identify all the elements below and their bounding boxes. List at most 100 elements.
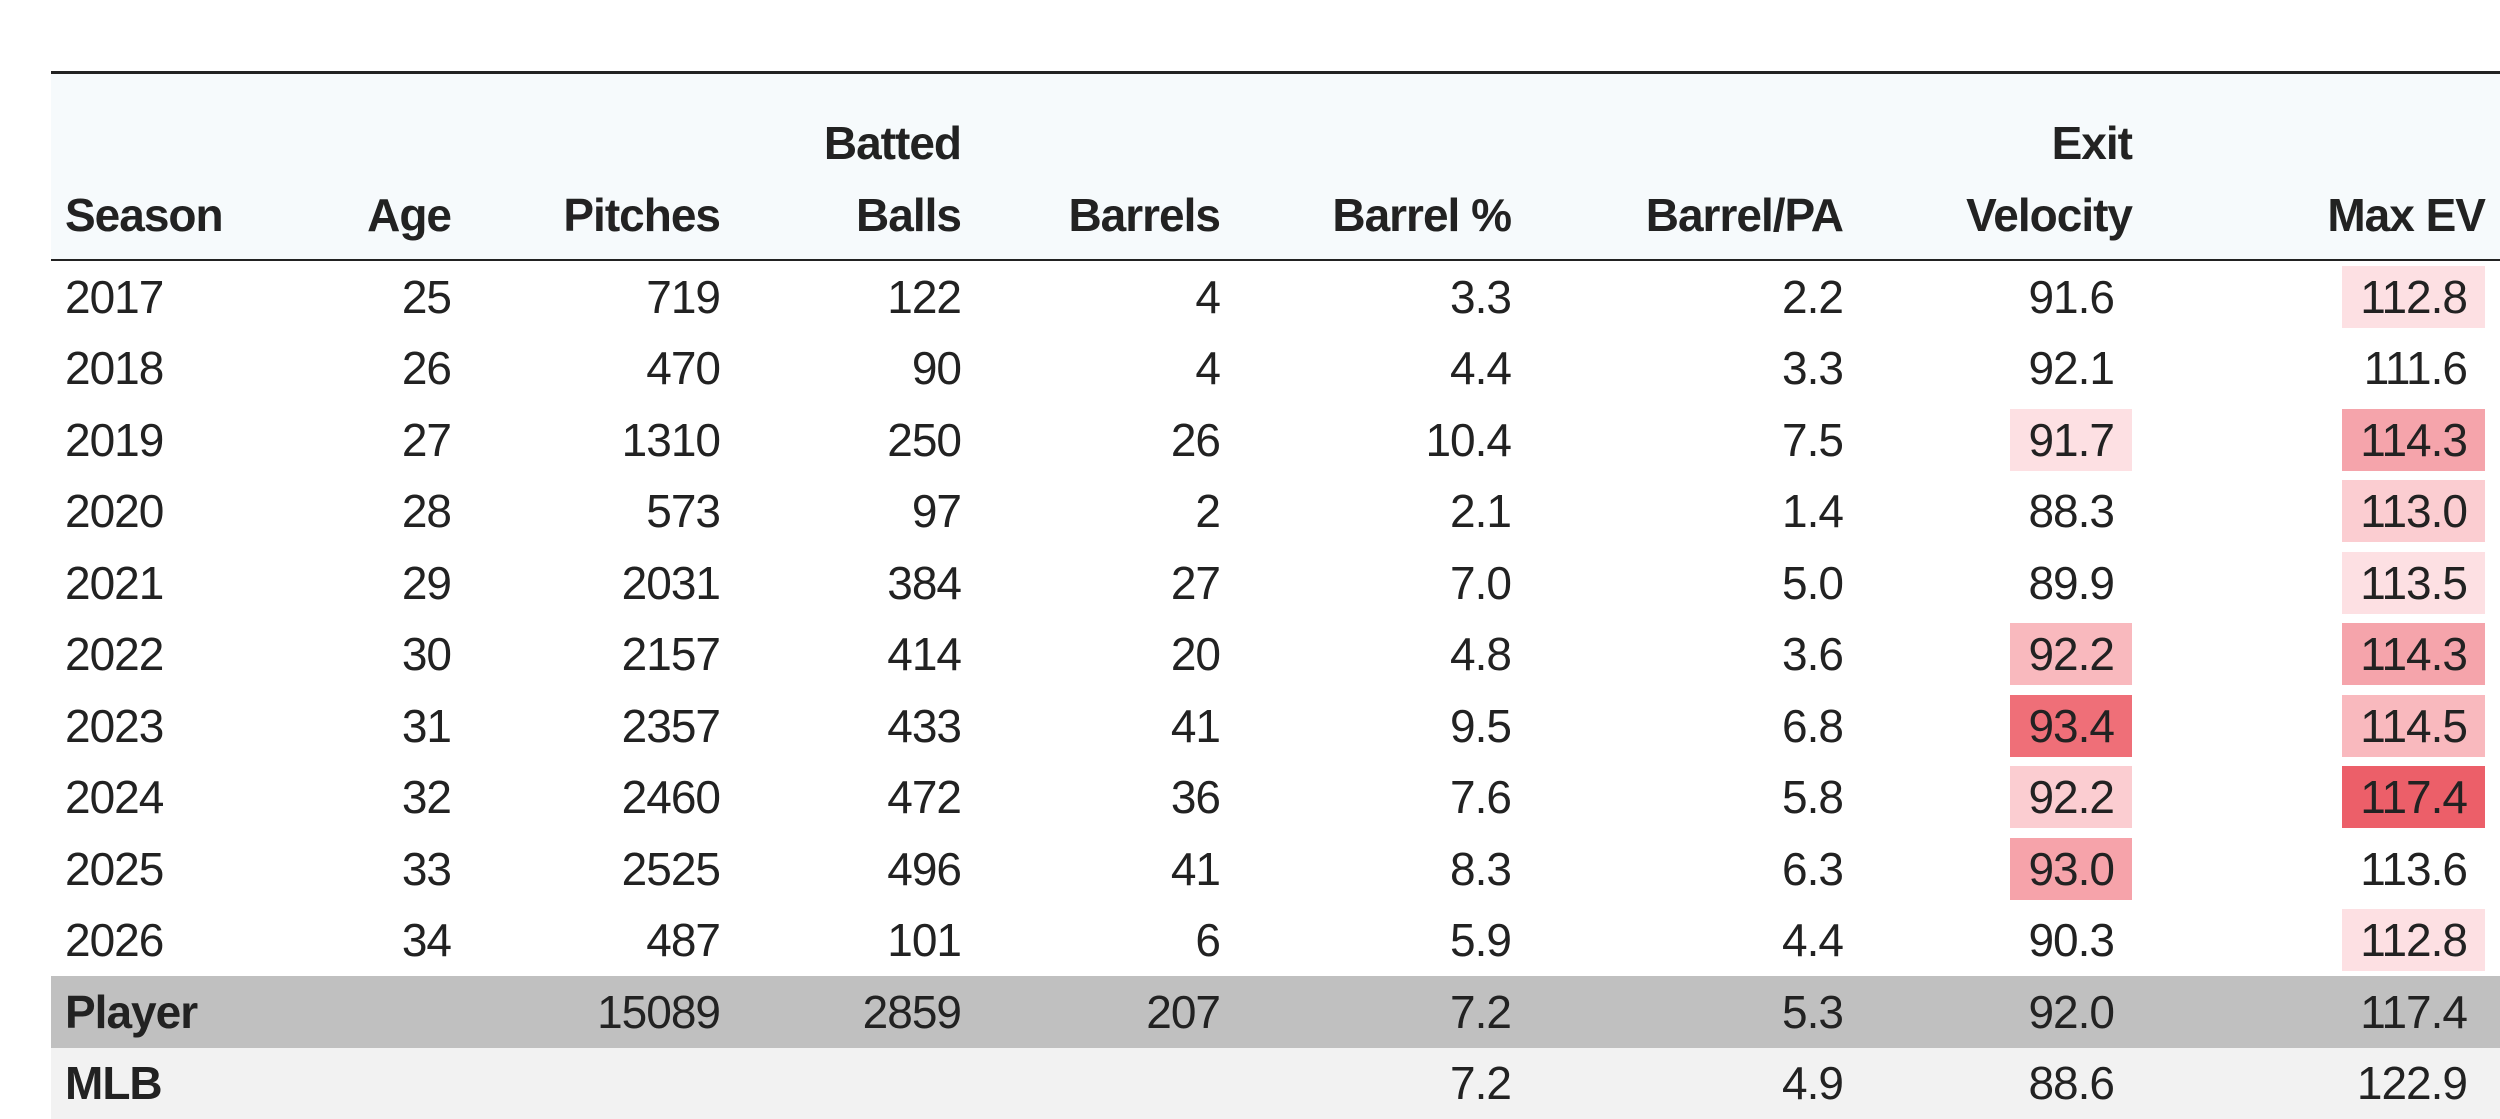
cell-max-ev: 114.3 xyxy=(2147,404,2500,476)
table-row: 2020 28 573 97 2 2.1 1.4 88.3 113.0 xyxy=(51,476,2500,548)
cell-batted-balls: 384 xyxy=(735,547,976,619)
col-header-line1: Exit xyxy=(1873,107,2132,179)
cell-batted-balls: 433 xyxy=(735,690,976,762)
col-header-age: Age xyxy=(256,73,466,261)
table-row: 2022 30 2157 414 20 4.8 3.6 92.2 114.3 xyxy=(51,619,2500,691)
cell-barrel-pa: 6.3 xyxy=(1526,833,1858,905)
cell-batted-balls: 496 xyxy=(735,833,976,905)
cell-batted-balls: 2859 xyxy=(735,976,976,1048)
cell-exit-velocity: 93.0 xyxy=(1858,833,2147,905)
cell-barrel-pct: 5.9 xyxy=(1235,905,1526,977)
cell-max-ev: 117.4 xyxy=(2147,976,2500,1048)
cell-batted-balls: 122 xyxy=(735,260,976,333)
cell-batted-balls: 250 xyxy=(735,404,976,476)
col-header-line2: Max EV xyxy=(2162,179,2485,251)
cell-age: 30 xyxy=(256,619,466,691)
cell-barrel-pct: 7.0 xyxy=(1235,547,1526,619)
cell-max-ev: 111.6 xyxy=(2147,333,2500,405)
cell-pitches xyxy=(466,1048,735,1119)
col-header-pitches: Pitches xyxy=(466,73,735,261)
exit-velocity-value: 92.2 xyxy=(2010,766,2132,828)
col-header-line2: Barrel/PA xyxy=(1541,179,1843,251)
exit-velocity-value: 91.7 xyxy=(2010,409,2132,471)
cell-max-ev: 112.8 xyxy=(2147,260,2500,333)
cell-row-label: MLB xyxy=(51,1048,256,1119)
player-summary-row: Player 15089 2859 207 7.2 5.3 92.0 117.4 xyxy=(51,976,2500,1048)
cell-age: 34 xyxy=(256,905,466,977)
cell-barrel-pa: 3.6 xyxy=(1526,619,1858,691)
cell-season: 2021 xyxy=(51,547,256,619)
cell-batted-balls: 472 xyxy=(735,762,976,834)
cell-max-ev: 117.4 xyxy=(2147,762,2500,834)
cell-max-ev: 112.8 xyxy=(2147,905,2500,977)
cell-pitches: 15089 xyxy=(466,976,735,1048)
max-ev-value: 117.4 xyxy=(2342,981,2485,1043)
table-body: 2017 25 719 122 4 3.3 2.2 91.6 112.8 201… xyxy=(51,260,2500,1119)
max-ev-value: 113.0 xyxy=(2342,480,2485,542)
max-ev-value: 114.5 xyxy=(2342,695,2485,757)
cell-season: 2023 xyxy=(51,690,256,762)
table-row: 2025 33 2525 496 41 8.3 6.3 93.0 113.6 xyxy=(51,833,2500,905)
exit-velocity-value: 93.4 xyxy=(2010,695,2132,757)
cell-exit-velocity: 92.0 xyxy=(1858,976,2147,1048)
cell-season: 2022 xyxy=(51,619,256,691)
cell-season: 2018 xyxy=(51,333,256,405)
cell-batted-balls: 97 xyxy=(735,476,976,548)
cell-exit-velocity: 89.9 xyxy=(1858,547,2147,619)
cell-batted-balls: 90 xyxy=(735,333,976,405)
max-ev-value: 122.9 xyxy=(2339,1052,2485,1114)
cell-barrel-pa: 5.3 xyxy=(1526,976,1858,1048)
cell-barrel-pa: 6.8 xyxy=(1526,690,1858,762)
table-row: 2019 27 1310 250 26 10.4 7.5 91.7 114.3 xyxy=(51,404,2500,476)
cell-season: 2024 xyxy=(51,762,256,834)
exit-velocity-value: 91.6 xyxy=(2010,266,2132,328)
cell-max-ev: 113.6 xyxy=(2147,833,2500,905)
exit-velocity-value: 92.1 xyxy=(2010,337,2132,399)
cell-barrels: 41 xyxy=(976,833,1235,905)
max-ev-value: 111.6 xyxy=(2346,337,2485,399)
col-header-line2: Age xyxy=(271,179,451,251)
cell-age: 33 xyxy=(256,833,466,905)
cell-pitches: 2525 xyxy=(466,833,735,905)
cell-barrels: 20 xyxy=(976,619,1235,691)
cell-age: 32 xyxy=(256,762,466,834)
cell-exit-velocity: 88.6 xyxy=(1858,1048,2147,1119)
table-row: 2024 32 2460 472 36 7.6 5.8 92.2 117.4 xyxy=(51,762,2500,834)
cell-exit-velocity: 91.7 xyxy=(1858,404,2147,476)
cell-age: 29 xyxy=(256,547,466,619)
exit-velocity-value: 90.3 xyxy=(2010,909,2132,971)
cell-exit-velocity: 90.3 xyxy=(1858,905,2147,977)
cell-batted-balls xyxy=(735,1048,976,1119)
cell-barrel-pct: 7.6 xyxy=(1235,762,1526,834)
cell-age xyxy=(256,1048,466,1119)
col-header-season: Season xyxy=(51,73,256,261)
table-row: 2018 26 470 90 4 4.4 3.3 92.1 111.6 xyxy=(51,333,2500,405)
cell-pitches: 2031 xyxy=(466,547,735,619)
cell-barrel-pa: 2.2 xyxy=(1526,260,1858,333)
exit-velocity-value: 92.2 xyxy=(2010,623,2132,685)
cell-pitches: 2157 xyxy=(466,619,735,691)
cell-barrel-pct: 4.8 xyxy=(1235,619,1526,691)
col-header-line2: Pitches xyxy=(481,179,720,251)
exit-velocity-value: 89.9 xyxy=(2010,552,2132,614)
cell-barrel-pa: 5.8 xyxy=(1526,762,1858,834)
cell-barrels: 26 xyxy=(976,404,1235,476)
exit-velocity-value: 92.0 xyxy=(2010,981,2132,1043)
cell-exit-velocity: 88.3 xyxy=(1858,476,2147,548)
cell-age xyxy=(256,976,466,1048)
cell-exit-velocity: 93.4 xyxy=(1858,690,2147,762)
cell-barrel-pct: 8.3 xyxy=(1235,833,1526,905)
cell-max-ev: 113.0 xyxy=(2147,476,2500,548)
max-ev-value: 113.5 xyxy=(2342,552,2485,614)
max-ev-value: 113.6 xyxy=(2342,838,2485,900)
cell-batted-balls: 414 xyxy=(735,619,976,691)
cell-season: 2025 xyxy=(51,833,256,905)
cell-age: 26 xyxy=(256,333,466,405)
cell-season: 2026 xyxy=(51,905,256,977)
cell-max-ev: 114.5 xyxy=(2147,690,2500,762)
col-header-line2: Balls xyxy=(750,179,961,251)
cell-age: 31 xyxy=(256,690,466,762)
